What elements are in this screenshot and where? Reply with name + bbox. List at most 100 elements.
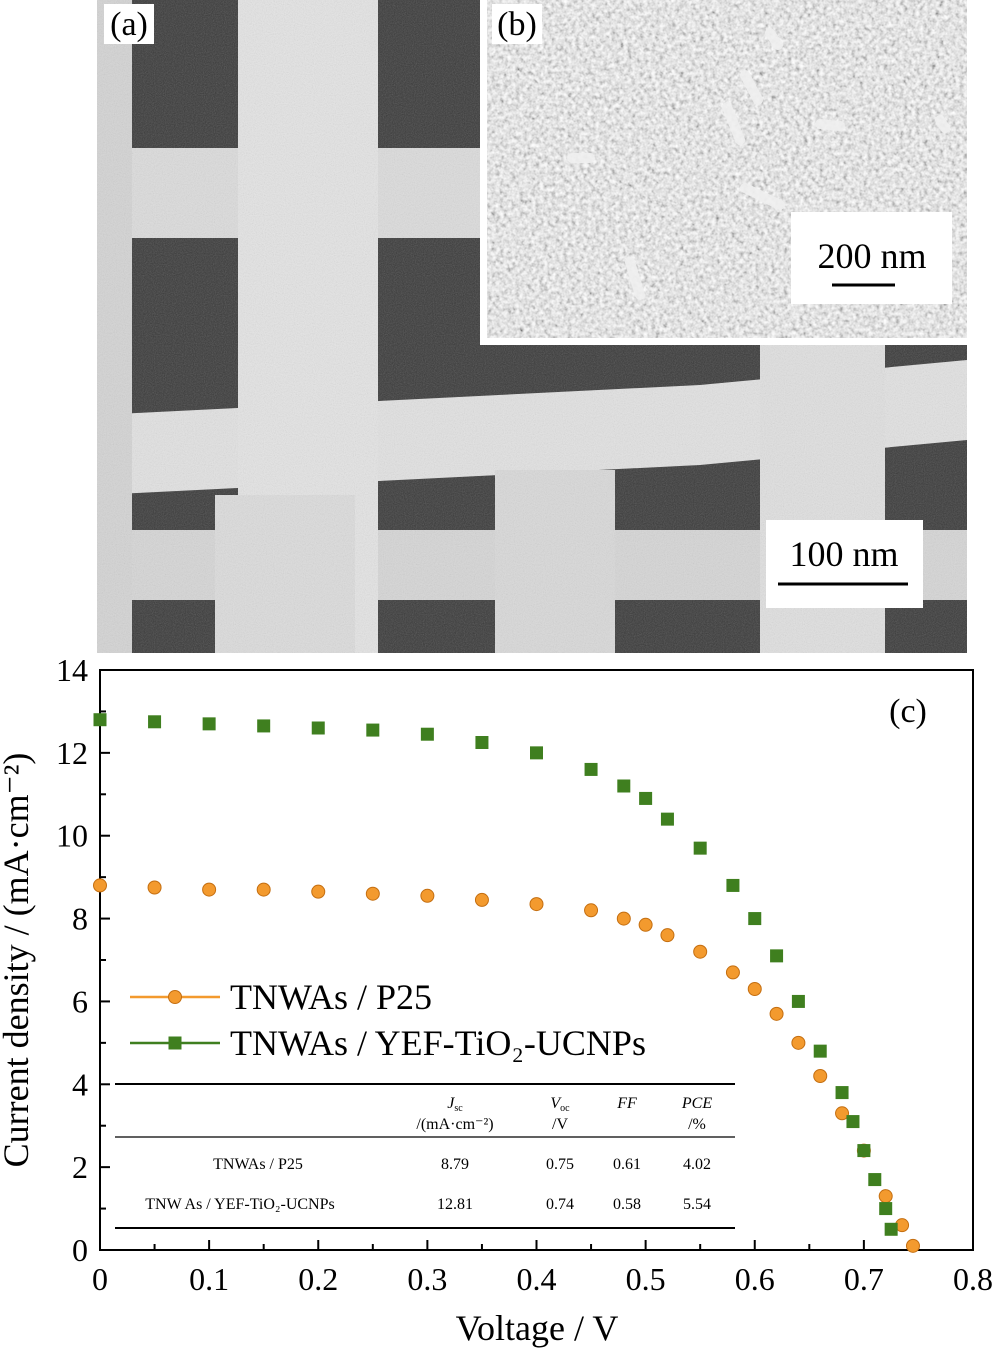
legend-marker-1: [168, 990, 182, 1004]
data-point-circle: [638, 917, 653, 932]
data-point-circle: [147, 880, 162, 895]
data-point-circle: [747, 982, 762, 996]
panel-c-label: (c): [889, 693, 927, 730]
data-point-circle: [725, 965, 740, 980]
data-point-circle: [769, 1006, 784, 1021]
data-point-square: [726, 878, 740, 892]
data-point-square: [770, 949, 784, 963]
data-point-circle: [584, 903, 599, 918]
x-tick-label: 0.8: [953, 1261, 993, 1297]
data-point-square: [475, 736, 489, 749]
data-point-circle: [256, 882, 271, 897]
scalebar-b-box: [791, 212, 952, 304]
data-point-square: [530, 746, 543, 760]
data-point-circle: [905, 1238, 920, 1253]
table-cell: 5.54: [683, 1196, 711, 1213]
data-point-square: [366, 723, 380, 737]
data-point-circle: [813, 1069, 828, 1083]
y-tick-label: 4: [72, 1066, 88, 1102]
table-header-unit: /V: [552, 1116, 568, 1133]
panel-b-label-bg: [492, 4, 542, 44]
legend-marker-2: [168, 1036, 182, 1050]
data-point-square: [857, 1144, 871, 1158]
x-tick-label: 0.3: [407, 1261, 447, 1297]
table-row-name: TNW As / YEF-TiO₂-UCNPs: [145, 1196, 334, 1213]
x-tick-label: 0.4: [517, 1261, 557, 1297]
x-tick-label: 0: [92, 1261, 108, 1297]
series-layer: [93, 713, 920, 1253]
table-cell: 0.75: [546, 1156, 574, 1173]
y-axis-label: Current density / (mA·cm⁻²): [0, 753, 36, 1168]
data-point-square: [868, 1173, 882, 1187]
panel-a-label: (a): [110, 6, 148, 43]
x-tick-label: 0.5: [626, 1261, 666, 1297]
series-1: [93, 878, 920, 1253]
y-tick-label: 8: [72, 901, 88, 937]
stats-table: Jsc /(mA·cm⁻²) Voc/V FF PCE /% TNWAs / P25 8.79…: [115, 1083, 735, 1229]
chart-c: 0 0.1 0.2 0.3 0.4 0.5 0.6 0.7 0.8 0 2 4 6 8 10 12 14 (c)…: [0, 652, 993, 1348]
data-point-square: [257, 719, 271, 733]
data-point-square: [879, 1202, 893, 1216]
table-header-symbol: Voc: [550, 1095, 570, 1114]
table-header-unit: /(mA·cm⁻²): [416, 1116, 493, 1133]
data-point-square: [617, 779, 631, 793]
table-cell: 0.61: [613, 1156, 641, 1173]
data-point-circle: [878, 1189, 893, 1204]
scalebar-a-box: [766, 520, 923, 608]
x-tick-label: 0.2: [298, 1261, 338, 1297]
data-point-square: [835, 1086, 849, 1100]
data-point-circle: [835, 1106, 850, 1121]
table-row-name: TNWAs / P25: [213, 1156, 303, 1173]
y-tick-label: 2: [72, 1149, 88, 1185]
x-axis-label: Voltage / V: [456, 1308, 619, 1348]
data-point-circle: [420, 888, 435, 903]
data-point-square: [148, 715, 162, 729]
legend: TNWAs / P25 TNWAs / YEF-TiO₂-UCNPs: [130, 977, 646, 1063]
data-point-square: [93, 713, 107, 727]
panel-a-label-bg: [104, 4, 154, 44]
legend-label-2: TNWAs / YEF-TiO₂-UCNPs: [230, 1023, 646, 1063]
y-tick-label: 0: [72, 1232, 88, 1268]
table-cell: 12.81: [437, 1196, 473, 1213]
data-point-circle: [791, 1035, 806, 1050]
data-point-circle: [693, 944, 708, 959]
data-point-square: [660, 812, 674, 826]
data-point-circle: [311, 884, 326, 899]
data-point-square: [813, 1044, 827, 1058]
table-cell: 8.79: [441, 1156, 469, 1173]
y-tick-label: 6: [72, 983, 88, 1019]
axes: 0 0.1 0.2 0.3 0.4 0.5 0.6 0.7 0.8 0 2 4 6 8 10 12 14: [56, 652, 993, 1297]
data-point-square: [693, 841, 707, 855]
scalebar-a-text: 100 nm: [789, 534, 898, 574]
data-point-square: [884, 1222, 898, 1236]
data-point-square: [791, 994, 805, 1008]
table-cell: 0.58: [613, 1196, 641, 1213]
x-tick-label: 0.6: [735, 1261, 775, 1297]
data-point-circle: [616, 911, 631, 926]
data-point-circle: [529, 897, 544, 912]
data-point-square: [584, 762, 598, 776]
y-tick-label: 12: [56, 735, 88, 771]
data-point-circle: [474, 892, 489, 907]
data-point-circle: [365, 886, 380, 901]
data-point-circle: [660, 928, 675, 943]
data-point-square: [420, 727, 434, 741]
x-tick-label: 0.1: [189, 1261, 229, 1297]
table-cell: 0.74: [546, 1196, 574, 1213]
series-2: [93, 713, 898, 1236]
table-header-symbol: PCE: [681, 1095, 712, 1112]
data-point-square: [202, 717, 216, 731]
legend-label-1: TNWAs / P25: [230, 977, 432, 1017]
y-tick-label: 14: [56, 652, 88, 688]
table-header-unit: /%: [688, 1116, 706, 1133]
data-point-square: [846, 1115, 860, 1129]
data-point-circle: [202, 882, 217, 897]
y-tick-label: 10: [56, 818, 88, 854]
x-tick-label: 0.7: [844, 1261, 884, 1297]
scalebar-b-text: 200 nm: [817, 236, 926, 276]
data-point-circle: [93, 878, 107, 893]
table-cell: 4.02: [683, 1156, 711, 1173]
data-point-square: [311, 721, 325, 735]
table-header-symbol: Jsc: [447, 1095, 463, 1114]
